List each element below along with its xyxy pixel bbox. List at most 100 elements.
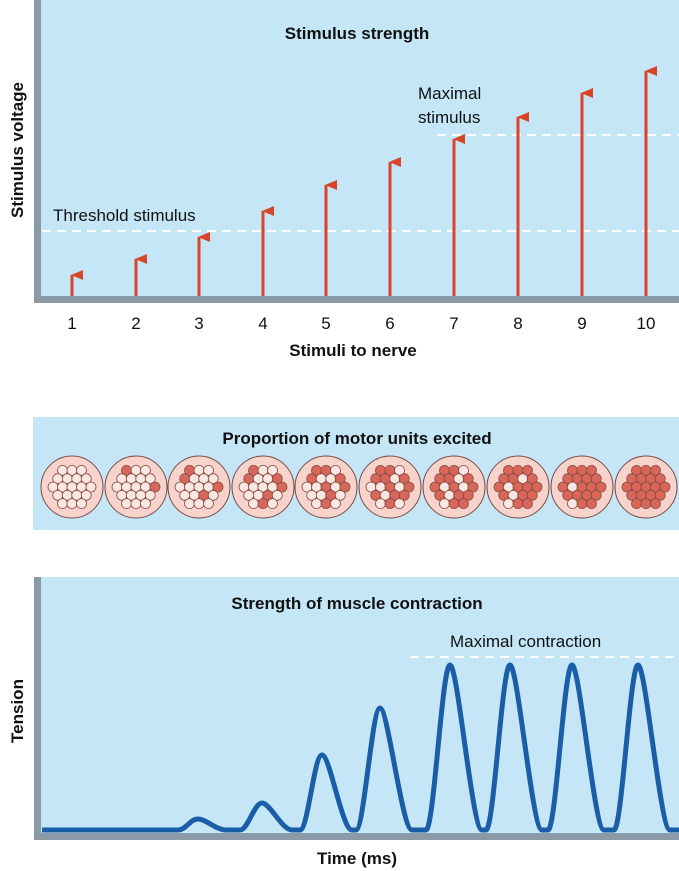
fiber <box>193 498 205 510</box>
x-axis-label: Stimuli to nerve <box>289 341 417 360</box>
fiber <box>375 498 386 510</box>
fiber <box>339 481 351 493</box>
x-axis <box>34 296 679 303</box>
tension-curve <box>42 662 679 833</box>
fiber <box>248 498 259 510</box>
fiber <box>257 498 269 510</box>
fiber <box>398 473 410 485</box>
fiber <box>458 464 469 476</box>
fiber <box>394 498 405 510</box>
fiber <box>184 498 195 510</box>
fiber <box>311 498 322 510</box>
fiber <box>503 498 514 510</box>
maximal-label: stimulus <box>418 108 480 127</box>
maximal-label: Maximal contraction <box>450 632 601 651</box>
fiber <box>640 498 652 510</box>
fiber <box>85 481 97 493</box>
motor-unit <box>40 455 104 519</box>
fiber <box>522 464 533 476</box>
motor-unit <box>550 455 614 519</box>
fiber <box>586 464 597 476</box>
motor-unit <box>167 455 231 519</box>
x-tick-label: 7 <box>449 314 458 333</box>
motor-unit <box>486 455 550 519</box>
x-tick-label: 1 <box>67 314 76 333</box>
fiber <box>590 473 602 485</box>
motor-unit <box>358 455 422 519</box>
x-tick-label: 2 <box>131 314 140 333</box>
fiber <box>654 489 666 501</box>
fiber <box>144 473 156 485</box>
motor-unit <box>104 455 168 519</box>
fiber <box>650 498 661 510</box>
fiber <box>567 498 578 510</box>
fiber <box>140 498 151 510</box>
fiber <box>267 464 278 476</box>
fiber <box>448 498 460 510</box>
fiber <box>330 498 341 510</box>
x-axis-label: Time (ms) <box>317 849 397 868</box>
fiber <box>334 473 346 485</box>
x-tick-label: 10 <box>637 314 656 333</box>
fiber <box>654 473 666 485</box>
x-tick-label: 8 <box>513 314 522 333</box>
panel-title: Proportion of motor units excited <box>222 429 491 448</box>
fiber <box>144 489 156 501</box>
fiber <box>526 473 538 485</box>
y-axis <box>34 0 41 302</box>
panel-title: Stimulus strength <box>285 24 430 43</box>
panel-title: Strength of muscle contraction <box>231 594 482 613</box>
x-axis <box>34 833 679 840</box>
fiber <box>659 481 671 493</box>
x-tick-label: 9 <box>577 314 586 333</box>
fiber <box>576 498 588 510</box>
fiber <box>586 498 597 510</box>
threshold-label: Threshold stimulus <box>53 206 196 225</box>
fiber <box>458 498 469 510</box>
fiber <box>595 481 607 493</box>
fiber <box>140 464 151 476</box>
fiber <box>462 489 474 501</box>
fiber <box>590 489 602 501</box>
fiber <box>398 489 410 501</box>
x-tick-label: 6 <box>385 314 394 333</box>
fiber <box>76 464 87 476</box>
fiber <box>130 498 142 510</box>
fiber <box>76 498 87 510</box>
fiber <box>276 481 288 493</box>
x-tick-label: 3 <box>194 314 203 333</box>
x-tick-label: 4 <box>258 314 267 333</box>
motor-unit <box>422 455 486 519</box>
fiber <box>334 489 346 501</box>
fiber <box>271 473 283 485</box>
fiber <box>512 498 524 510</box>
fiber <box>212 481 224 493</box>
fiber <box>271 489 283 501</box>
stimulus-arrows <box>70 66 657 296</box>
fiber <box>384 498 396 510</box>
fiber <box>267 498 278 510</box>
fiber <box>522 498 533 510</box>
fiber <box>531 481 543 493</box>
fiber <box>330 464 341 476</box>
motor-unit <box>614 455 678 519</box>
fiber <box>149 481 161 493</box>
fiber <box>467 481 479 493</box>
x-tick-label: 5 <box>321 314 330 333</box>
fiber <box>207 473 219 485</box>
panel-background <box>36 0 679 302</box>
y-axis <box>34 577 41 840</box>
motor-units <box>40 455 678 519</box>
fiber <box>526 489 538 501</box>
y-axis-label: Stimulus voltage <box>8 82 27 218</box>
fiber <box>80 489 92 501</box>
fiber <box>57 498 68 510</box>
fiber <box>203 464 214 476</box>
fiber <box>403 481 415 493</box>
motor-unit <box>231 455 295 519</box>
motor-unit <box>294 455 358 519</box>
fiber <box>80 473 92 485</box>
fiber <box>203 498 214 510</box>
fiber <box>631 498 642 510</box>
